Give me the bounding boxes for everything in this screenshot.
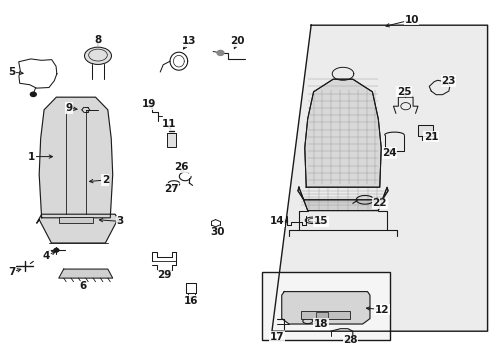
Polygon shape <box>282 292 370 324</box>
Text: 13: 13 <box>181 36 196 46</box>
Polygon shape <box>272 25 488 331</box>
Ellipse shape <box>84 47 112 64</box>
Text: 15: 15 <box>314 216 328 226</box>
Bar <box>262 272 390 340</box>
Text: 28: 28 <box>343 335 358 345</box>
Text: 12: 12 <box>375 305 390 315</box>
Text: 1: 1 <box>28 152 35 162</box>
Text: 7: 7 <box>8 267 16 277</box>
Text: 17: 17 <box>270 332 284 342</box>
Text: 25: 25 <box>397 87 412 97</box>
Circle shape <box>217 50 224 55</box>
Bar <box>418 125 433 136</box>
Polygon shape <box>305 79 381 187</box>
Text: 26: 26 <box>174 162 189 172</box>
Text: 5: 5 <box>9 67 16 77</box>
Text: 24: 24 <box>382 148 397 158</box>
Polygon shape <box>59 269 113 278</box>
Polygon shape <box>298 187 388 211</box>
Text: 21: 21 <box>424 132 439 142</box>
Text: 3: 3 <box>117 216 123 226</box>
Text: 29: 29 <box>157 270 172 280</box>
Text: 14: 14 <box>270 216 284 226</box>
Text: 10: 10 <box>404 15 419 25</box>
Text: 9: 9 <box>65 103 72 113</box>
Text: 30: 30 <box>211 227 225 237</box>
Text: 16: 16 <box>184 296 198 306</box>
Text: 4: 4 <box>43 251 50 261</box>
Text: 6: 6 <box>80 281 87 291</box>
Text: 11: 11 <box>162 119 176 129</box>
Text: 8: 8 <box>95 35 101 45</box>
Circle shape <box>54 248 59 252</box>
Bar <box>167 133 176 147</box>
Text: 27: 27 <box>164 184 179 194</box>
Circle shape <box>30 92 36 96</box>
Text: 18: 18 <box>314 319 328 329</box>
Bar <box>59 217 93 223</box>
Text: 19: 19 <box>142 99 157 109</box>
Polygon shape <box>37 214 120 243</box>
Text: 20: 20 <box>230 36 245 46</box>
Text: 2: 2 <box>102 175 109 185</box>
Text: 22: 22 <box>372 198 387 208</box>
Text: 23: 23 <box>441 76 456 86</box>
Bar <box>301 311 350 319</box>
Polygon shape <box>39 97 113 218</box>
Bar <box>316 312 328 318</box>
